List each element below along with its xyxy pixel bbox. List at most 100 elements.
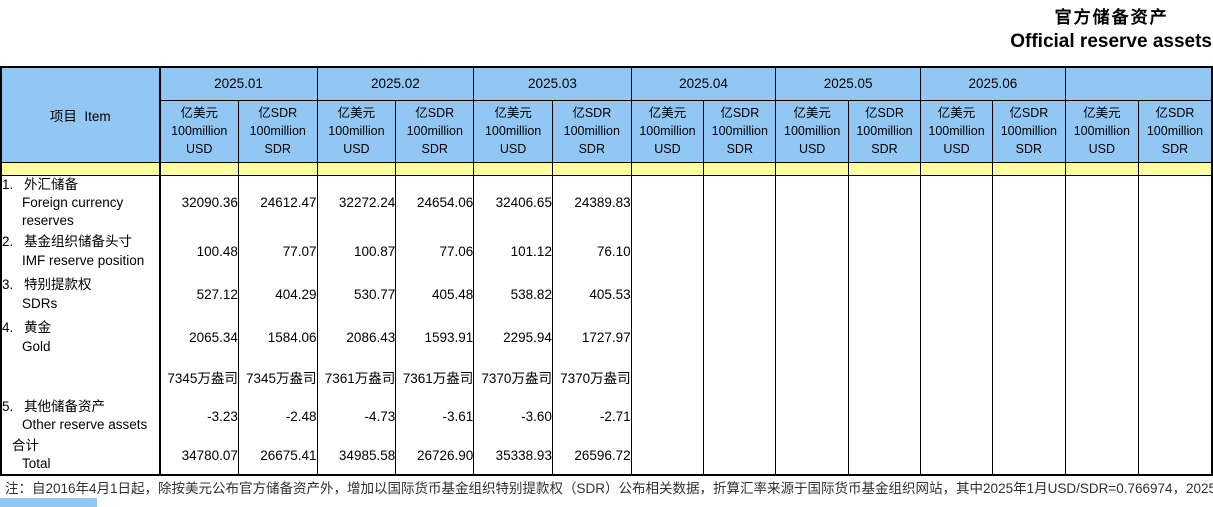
value-cell: 7361万盎司 bbox=[395, 359, 475, 396]
value-cell bbox=[630, 395, 705, 438]
value-cell: 2065.34 bbox=[159, 316, 239, 360]
row-number: 4. bbox=[2, 320, 14, 336]
unit-line: 100million bbox=[928, 123, 985, 138]
unit-line: 亿美元 bbox=[180, 105, 218, 120]
unit-line: USD bbox=[343, 142, 370, 157]
value-cell bbox=[775, 175, 849, 231]
spacer-cell bbox=[237, 162, 318, 176]
value-cell: 530.77 bbox=[316, 273, 397, 317]
unit-line: USD bbox=[186, 142, 213, 157]
value-cell bbox=[630, 316, 705, 360]
value-cell: 35338.93 bbox=[473, 437, 553, 475]
unit-header-sdr: 亿SDR 100million SDR bbox=[847, 99, 922, 163]
unit-line: 100million bbox=[784, 123, 841, 138]
unit-header-sdr: 亿SDR 100million SDR bbox=[551, 99, 632, 163]
row-label-zh: 基金组织储备头寸 bbox=[24, 234, 132, 250]
spacer-cell bbox=[775, 162, 849, 176]
value-cell bbox=[703, 175, 777, 231]
row-label-en: Total bbox=[22, 456, 51, 472]
row-label-zh: 其他储备资产 bbox=[24, 398, 105, 414]
value-cell bbox=[775, 395, 849, 438]
spacer-cell bbox=[0, 162, 161, 176]
row-label-en: Foreign currency reserves bbox=[22, 194, 124, 228]
value-cell bbox=[919, 359, 994, 396]
value-cell bbox=[847, 359, 922, 396]
value-cell bbox=[1064, 230, 1139, 274]
value-cell bbox=[1137, 395, 1213, 438]
month-header: 2025.01 bbox=[159, 66, 318, 101]
value-cell: -4.73 bbox=[316, 395, 397, 438]
unit-header-sdr: 亿SDR 100million SDR bbox=[1137, 99, 1213, 163]
footnote: 注：自2016年4月1日起，除按美元公布官方储备资产外，增加以国际货币基金组织特… bbox=[5, 481, 1213, 496]
unit-line: 亿美元 bbox=[793, 105, 831, 120]
unit-line: 亿SDR bbox=[720, 105, 760, 120]
value-cell bbox=[919, 437, 994, 475]
spacer-cell bbox=[992, 162, 1066, 176]
value-cell: 34780.07 bbox=[159, 437, 239, 475]
value-cell: 100.87 bbox=[316, 230, 397, 274]
unit-header-sdr: 亿SDR 100million SDR bbox=[703, 99, 777, 163]
row-label-zh: 特别提款权 bbox=[24, 277, 92, 293]
unit-line: SDR bbox=[871, 142, 898, 157]
value-cell bbox=[1137, 437, 1213, 475]
unit-line: USD bbox=[499, 142, 527, 157]
row-label: 3. 特别提款权 SDRs bbox=[1, 273, 161, 317]
unit-line: 亿美元 bbox=[494, 105, 532, 120]
value-cell bbox=[992, 230, 1066, 274]
value-cell bbox=[1064, 273, 1139, 317]
spacer-cell bbox=[1137, 162, 1213, 176]
value-cell: 24654.06 bbox=[395, 175, 475, 231]
value-cell bbox=[992, 359, 1066, 396]
value-cell bbox=[919, 230, 994, 274]
value-cell: 1593.91 bbox=[395, 316, 475, 360]
spacer-cell bbox=[473, 162, 553, 176]
value-cell: 1584.06 bbox=[237, 316, 318, 360]
value-cell: 2086.43 bbox=[316, 316, 397, 360]
value-cell: 101.12 bbox=[473, 230, 553, 274]
value-cell bbox=[703, 359, 777, 396]
unit-line: SDR bbox=[1015, 142, 1043, 157]
row-label-en: SDRs bbox=[22, 295, 58, 311]
unit-line: 亿美元 bbox=[337, 105, 376, 120]
page-title-zh: 官方储备资产 bbox=[1054, 8, 1169, 27]
value-cell bbox=[630, 175, 705, 231]
value-cell bbox=[775, 273, 849, 317]
value-cell bbox=[1064, 395, 1139, 438]
value-cell: 24612.47 bbox=[237, 175, 318, 231]
spacer-cell bbox=[395, 162, 475, 176]
unit-line: 亿SDR bbox=[415, 105, 455, 120]
unit-line: 亿SDR bbox=[1009, 105, 1049, 120]
unit-line: 100million bbox=[563, 123, 620, 138]
unit-header-usd: 亿美元 100million USD bbox=[159, 99, 239, 163]
value-cell: 404.29 bbox=[237, 273, 318, 317]
spacer-cell bbox=[630, 162, 705, 176]
page-title-en: Official reserve assets bbox=[1010, 31, 1212, 52]
row-label-en: Gold bbox=[22, 338, 51, 354]
row-label: 2. 基金组织储备头寸 IMF reserve position bbox=[1, 230, 161, 274]
row-number: 1. bbox=[2, 176, 14, 192]
value-cell: 24389.83 bbox=[551, 175, 632, 231]
value-cell: 2295.94 bbox=[473, 316, 553, 360]
unit-line: SDR bbox=[578, 142, 605, 157]
value-cell bbox=[992, 437, 1066, 475]
value-cell: 26726.90 bbox=[395, 437, 475, 475]
unit-header-sdr: 亿SDR 100million SDR bbox=[237, 99, 318, 163]
unit-header-sdr: 亿SDR 100million SDR bbox=[992, 99, 1066, 163]
row-number: 2. bbox=[2, 234, 14, 250]
month-header: 2025.02 bbox=[316, 66, 475, 101]
value-cell: 32272.24 bbox=[316, 175, 397, 231]
unit-line: 亿美元 bbox=[937, 105, 976, 120]
value-cell: 77.06 bbox=[395, 230, 475, 274]
value-cell: 32090.36 bbox=[159, 175, 239, 231]
row-label: 5. 其他储备资产 Other reserve assets bbox=[1, 395, 161, 438]
value-cell: 7370万盎司 bbox=[551, 359, 632, 396]
value-cell: 77.07 bbox=[237, 230, 318, 274]
value-cell bbox=[992, 273, 1066, 317]
unit-line: 100million bbox=[328, 123, 385, 138]
unit-line: 亿SDR bbox=[865, 105, 904, 120]
row-label-en: IMF reserve position bbox=[22, 252, 145, 268]
spacer-cell bbox=[919, 162, 994, 176]
value-cell bbox=[992, 316, 1066, 360]
unit-line: 100million bbox=[1073, 123, 1130, 138]
value-cell bbox=[919, 316, 994, 360]
